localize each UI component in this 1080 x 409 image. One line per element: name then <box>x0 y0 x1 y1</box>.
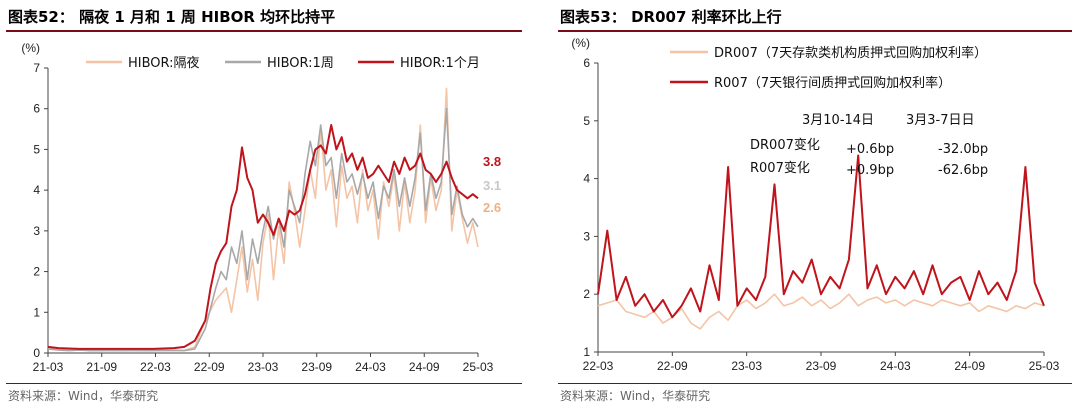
x-tick-label: 22-03 <box>140 360 171 374</box>
source-note: 资料来源：Wind，华泰研究 <box>8 389 159 403</box>
x-tick-label: 24-03 <box>355 360 386 374</box>
y-axis-unit: (%) <box>571 36 590 50</box>
title-divider <box>6 30 522 32</box>
source-divider <box>6 383 522 384</box>
x-tick-label: 21-03 <box>33 360 64 374</box>
x-tick-label: 25-03 <box>463 360 494 374</box>
x-tick-label: 21-09 <box>86 360 117 374</box>
y-tick-label: 4 <box>33 183 40 197</box>
x-tick-label: 22-03 <box>583 359 614 373</box>
annotation-row2-v1: +0.9bp <box>846 163 894 178</box>
x-tick-label: 24-09 <box>954 359 985 373</box>
dr007-chart: (%) 1 2 3 4 5 6 22-03 22-09 23-03 23-09 24-03 24-09 2… <box>571 36 1060 373</box>
y-tick-label: 0 <box>33 346 40 360</box>
y-tick-label: 4 <box>583 172 590 186</box>
legend-label-0: HIBOR:隔夜 <box>128 56 200 71</box>
chart-panel-hibor: 图表52： 隔夜 1 月和 1 周 HIBOR 均环比持平 (%) 0 1 2 3 4 5 6… <box>0 0 530 409</box>
y-tick-label: 3 <box>583 229 590 243</box>
source-note: 资料来源：Wind，华泰研究 <box>560 389 711 403</box>
y-axis-unit: (%) <box>21 41 40 55</box>
x-tick-label: 22-09 <box>657 359 688 373</box>
series-line-1 <box>47 107 479 352</box>
y-tick-label: 1 <box>33 305 40 319</box>
end-value-label: 3.8 <box>483 154 501 169</box>
y-tick-label: 7 <box>33 61 40 75</box>
annotation-col2-header: 3月3-7日日 <box>906 113 975 128</box>
legend-label-0: DR007（7天存款类机构质押式回购加权利率） <box>714 45 987 61</box>
legend-label-1: HIBOR:1周 <box>267 56 334 71</box>
y-tick-label: 6 <box>33 102 40 116</box>
x-tick-label: 22-09 <box>194 360 225 374</box>
x-tick-label: 23-03 <box>731 359 762 373</box>
hibor-chart: (%) 0 1 2 3 4 5 6 7 21-03 21-09 22-03 22-09 23-03 23-0… <box>21 41 501 374</box>
title-divider <box>558 30 1072 32</box>
y-tick-label: 2 <box>33 265 40 279</box>
source-divider <box>558 383 1072 384</box>
x-tick-label: 23-09 <box>301 360 332 374</box>
x-tick-label: 24-03 <box>880 359 911 373</box>
annotation-row1-v2: -32.0bp <box>938 142 988 157</box>
y-tick-label: 5 <box>33 142 40 156</box>
x-tick-label: 23-09 <box>806 359 837 373</box>
y-tick-label: 6 <box>583 56 590 70</box>
annotation-row1-label: DR007变化 <box>750 137 820 153</box>
chart-panel-dr007: 图表53： DR007 利率环比上行 (%) 1 2 3 4 5 6 22-03 22-09 23… <box>552 0 1080 409</box>
end-value-label: 3.1 <box>483 178 501 193</box>
series-line-1 <box>597 154 1045 319</box>
y-tick-label: 2 <box>583 287 590 301</box>
legend-label-1: R007（7天银行间质押式回购加权利率） <box>714 75 951 91</box>
chart-title: 图表53： DR007 利率环比上行 <box>560 8 782 26</box>
x-tick-label: 23-03 <box>248 360 279 374</box>
x-tick-label: 25-03 <box>1029 359 1060 373</box>
legend-label-2: HIBOR:1个月 <box>400 56 480 71</box>
annotation-row2-v2: -62.6bp <box>938 163 988 178</box>
series-line-0 <box>597 293 1045 330</box>
y-tick-label: 5 <box>583 114 590 128</box>
annotation-col1-header: 3月10-14日 <box>802 113 874 128</box>
y-tick-label: 1 <box>583 345 590 359</box>
series-line-0 <box>47 87 479 352</box>
x-tick-label: 24-09 <box>409 360 440 374</box>
chart-title: 图表52： 隔夜 1 月和 1 周 HIBOR 均环比持平 <box>8 8 336 26</box>
annotation-row1-v1: +0.6bp <box>846 142 894 157</box>
end-value-label: 2.6 <box>483 200 501 215</box>
annotation-row2-label: R007变化 <box>750 160 810 176</box>
series-line-2 <box>47 124 479 350</box>
y-tick-label: 3 <box>33 224 40 238</box>
